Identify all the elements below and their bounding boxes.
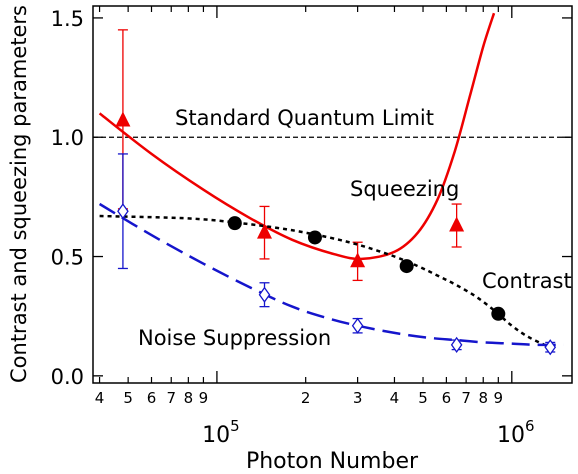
- x-minor-tick-label: 6: [442, 389, 452, 407]
- y-tick-label: 1.5: [51, 7, 84, 31]
- x-minor-tick-label: 4: [95, 389, 105, 407]
- x-axis-label: Photon Number: [246, 449, 419, 474]
- x-minor-tick-label: 5: [123, 389, 133, 407]
- x-major-tick-label: 106: [497, 417, 535, 448]
- plot-frame: [92, 5, 573, 384]
- x-minor-tick-label: 2: [301, 389, 311, 407]
- y-tick-label: 0.0: [51, 365, 84, 389]
- series-label-noise-suppression: Noise Suppression: [138, 326, 331, 350]
- x-minor-tick-label: 3: [353, 389, 363, 407]
- x-major-tick-label: 105: [202, 417, 240, 448]
- data-point-noise-suppression: [544, 339, 557, 356]
- data-point-squeezing: [449, 216, 465, 232]
- x-minor-tick-label: 5: [418, 389, 428, 407]
- data-point-noise-suppression: [351, 317, 364, 334]
- data-point-contrast: [227, 216, 242, 231]
- series-label-squeezing: Squeezing: [350, 177, 459, 201]
- x-minor-tick-label: 7: [461, 389, 471, 407]
- reference-line-label: Standard Quantum Limit: [175, 106, 434, 130]
- data-point-squeezing: [350, 252, 366, 268]
- x-minor-tick-label: 7: [166, 389, 176, 407]
- x-minor-tick-label: 9: [199, 389, 209, 407]
- data-point-contrast: [399, 259, 414, 274]
- y-tick-label: 1.0: [51, 126, 84, 150]
- data-point-squeezing: [115, 111, 131, 127]
- x-minor-tick-label: 6: [147, 389, 157, 407]
- fit-curve-squeezing: [98, 12, 496, 261]
- data-point-noise-suppression: [258, 286, 271, 303]
- data-point-squeezing: [257, 223, 273, 239]
- data-point-noise-suppression: [117, 203, 129, 220]
- y-tick-label: 0.5: [51, 246, 84, 270]
- data-point-contrast: [491, 306, 506, 321]
- data-point-noise-suppression: [450, 336, 463, 353]
- x-minor-tick-label: 4: [390, 389, 400, 407]
- series-label-contrast: Contrast: [482, 269, 572, 293]
- x-minor-tick-label: 9: [494, 389, 504, 407]
- y-axis-label: Contrast and squeezing parameters: [7, 5, 31, 383]
- x-minor-tick-label: 8: [184, 389, 194, 407]
- data-point-contrast: [307, 230, 322, 245]
- x-minor-tick-label: 8: [478, 389, 488, 407]
